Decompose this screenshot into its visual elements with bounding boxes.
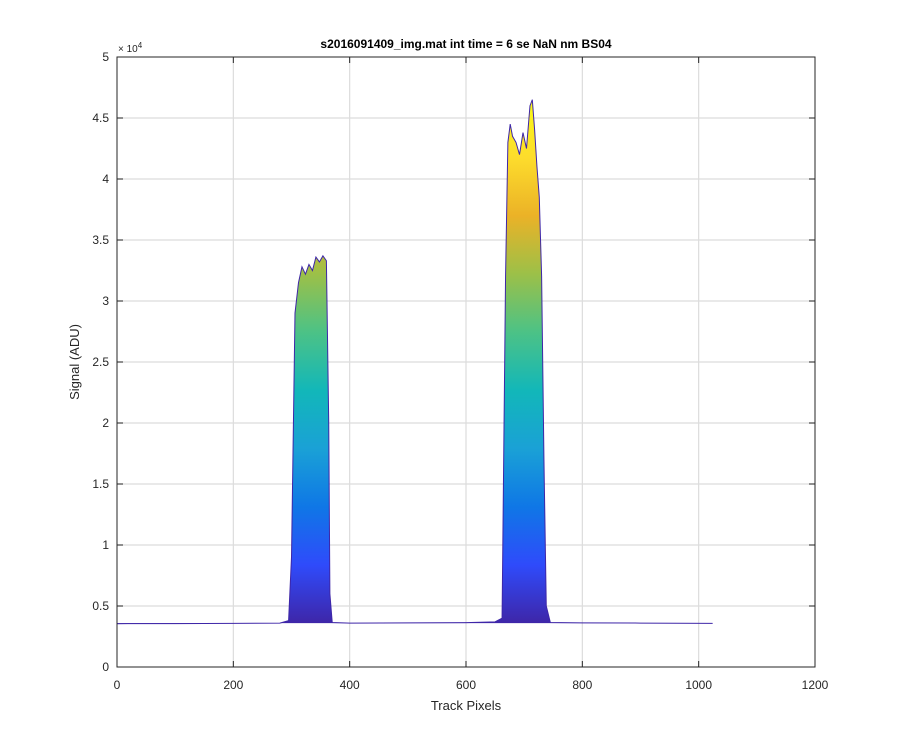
- y-tick-label: 4: [102, 172, 109, 186]
- y-tick-label: 4.5: [92, 111, 109, 125]
- x-tick-label: 0: [114, 678, 121, 692]
- y-tick-label: 3: [102, 294, 109, 308]
- tick-labels: 0 200 400 600 800 1000 1200 0 0.5 1 1.5 2 2.5 3 3.5 4 4.…: [92, 50, 828, 692]
- y-tick-label: 1.5: [92, 477, 109, 491]
- y-tick-label: 2.5: [92, 355, 109, 369]
- y-axis-label: Signal (ADU): [67, 324, 82, 400]
- x-axis-label: Track Pixels: [431, 698, 502, 713]
- y-tick-label: 5: [102, 50, 109, 64]
- y-tick-label: 2: [102, 416, 109, 430]
- signal-line-series-0: [117, 99, 713, 625]
- chart-title: s2016091409_img.mat int time = 6 se NaN …: [320, 37, 611, 51]
- y-tick-label: 0.5: [92, 599, 109, 613]
- x-tick-label: 200: [223, 678, 243, 692]
- y-tick-label: 1: [102, 538, 109, 552]
- x-tick-label: 800: [572, 678, 592, 692]
- series-layer: [117, 99, 713, 625]
- y-tick-label: 0: [102, 660, 109, 674]
- y-tick-label: 3.5: [92, 233, 109, 247]
- grid-lines: [117, 57, 815, 667]
- x-tick-label: 600: [456, 678, 476, 692]
- x-tick-label: 400: [340, 678, 360, 692]
- y-exponent-power: 4: [138, 41, 143, 50]
- y-exponent-base: × 10: [118, 44, 138, 55]
- y-axis-exponent: × 104: [118, 41, 143, 55]
- x-tick-label: 1200: [802, 678, 829, 692]
- x-tick-label: 1000: [685, 678, 712, 692]
- tick-marks: [116, 56, 816, 668]
